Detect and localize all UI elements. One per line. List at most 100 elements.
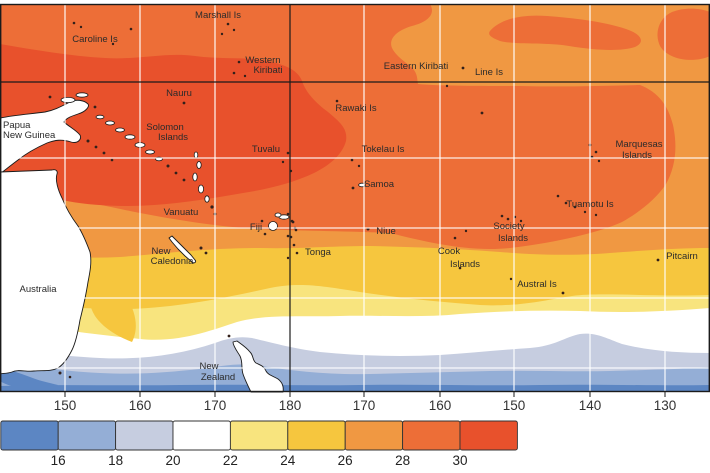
colorbar-cell <box>57 420 117 451</box>
png-offshore-islet-dot <box>94 145 98 149</box>
austral-islet-dot <box>561 291 565 295</box>
tuvalu-islet-dot <box>281 160 285 164</box>
australia-land <box>0 169 92 375</box>
island-label: Tuamotu Is <box>566 199 613 210</box>
tonga-islet-dot <box>286 256 290 260</box>
island-label: Tuvalu <box>252 144 280 155</box>
island-label: Line Is <box>475 67 503 78</box>
bass-strait-islet-dot <box>58 371 62 375</box>
solomon-island <box>115 127 125 133</box>
colorbar-value: 22 <box>223 453 238 468</box>
kiribati-islet-dot <box>237 60 241 64</box>
colorbar-value: 30 <box>452 453 467 468</box>
tuamotu-islet-dot <box>583 210 587 214</box>
fiji-islet-dot <box>286 234 290 238</box>
island-label: Nauru <box>166 88 192 99</box>
caroline-islet-dot <box>72 21 76 25</box>
island-label: Islands <box>450 259 480 270</box>
solomon-island <box>95 114 105 120</box>
colorbar-value: 16 <box>51 453 66 468</box>
atoll-dots <box>72 21 660 295</box>
society-islet-dot <box>506 217 510 221</box>
colorbar-value: 18 <box>108 453 123 468</box>
marshall-islet-dot <box>232 28 236 32</box>
caroline-islet-dot <box>79 25 83 29</box>
loyalty-islet-dot <box>199 246 203 250</box>
longitude-axis: 150 160 170 180 170 160 150 140 130 <box>54 392 676 413</box>
island-label: Papua <box>3 120 31 131</box>
island-label: Zealand <box>201 372 235 383</box>
png-offshore-islet-dot <box>110 158 114 162</box>
colorbar-cell <box>459 420 518 451</box>
fiji-islet-dot <box>294 228 298 232</box>
band-16-18 <box>0 360 710 392</box>
band-below-16-coastal-patch <box>0 368 58 390</box>
tuvalu-islet-dot <box>286 151 290 155</box>
island-label: Islands <box>498 233 528 244</box>
island-label: Society <box>493 221 524 232</box>
island-label: Islands <box>158 132 188 143</box>
tonga-island <box>274 212 282 218</box>
island-label: Tonga <box>305 247 332 258</box>
island-label: Vanuatu <box>164 207 199 218</box>
island-label: Marquesas <box>616 139 663 150</box>
kiribati-islet-dot <box>232 71 236 75</box>
island-label: Caroline Is <box>72 34 118 45</box>
axis-tick-label: 160 <box>429 398 452 413</box>
austral-islet-dot <box>509 277 513 281</box>
society-islet-dot <box>519 219 523 223</box>
vanuatu-island <box>204 195 210 203</box>
new-britain-island <box>60 97 76 104</box>
axis-tick-label: 140 <box>579 398 602 413</box>
colorbar-value: 24 <box>280 453 296 468</box>
island-label: Marshall Is <box>195 10 241 21</box>
solomon-island <box>145 149 155 155</box>
island-label: New Guinea <box>3 130 56 141</box>
tuamotu-islet-dot <box>564 201 568 205</box>
island-label: Samoa <box>364 179 395 190</box>
temperature-colorbar: 16 18 20 22 24 26 28 30 <box>0 420 518 468</box>
axis-tick-label: 170 <box>204 398 227 413</box>
axis-tick-label: 160 <box>129 398 152 413</box>
png-offshore-islet-dot <box>86 139 90 143</box>
island-label: Solomon <box>146 122 184 133</box>
island-label: New <box>199 361 218 372</box>
cook-islet-dot <box>453 236 457 240</box>
tuamotu-islet-dot <box>573 205 577 209</box>
colorbar-cell <box>402 420 461 451</box>
papua-new-guinea-land <box>0 99 89 175</box>
new-caledonia-land <box>168 235 197 264</box>
colorbar-cell <box>172 420 231 451</box>
tonga-islet-dot <box>295 251 299 255</box>
solomon-islet-dot <box>166 164 170 168</box>
island-label: Western <box>245 55 280 66</box>
fiji-islet-dot <box>263 232 267 236</box>
colorbar-value: 26 <box>338 453 353 468</box>
vanuatu-islet-dot <box>210 205 214 209</box>
fiji-viti-levu-island <box>268 221 278 231</box>
rawaki-islet-dot <box>335 99 339 103</box>
loyalty-islet-dot <box>204 251 208 255</box>
colorbar-cell <box>115 420 174 451</box>
grid-lines <box>0 4 710 392</box>
bismarck-islet-dot <box>48 95 52 99</box>
cook-islet-dot <box>458 266 462 270</box>
island-label: Niue <box>376 226 396 237</box>
marshall-islet-dot <box>220 32 224 36</box>
island-label: Fiji <box>250 222 262 233</box>
kiribati-islet-dot <box>445 84 449 88</box>
band-30-plus <box>0 44 347 206</box>
band-28-30-blob-b <box>657 8 710 60</box>
kiribati-islet-dot <box>243 74 247 78</box>
axis-tick-label: 150 <box>54 398 77 413</box>
vanuatu-island <box>197 184 204 194</box>
band-28-30-blob-a <box>489 15 641 50</box>
solomon-islet-dot <box>182 178 186 182</box>
band-below-16 <box>0 384 710 392</box>
line-islet-dot <box>480 111 484 115</box>
land-masses <box>0 92 366 393</box>
colorbar-cell <box>229 420 289 451</box>
